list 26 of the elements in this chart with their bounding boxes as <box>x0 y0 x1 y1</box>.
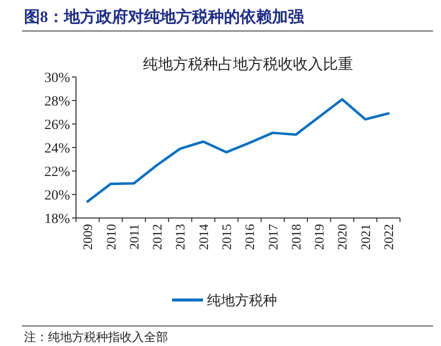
y-tick-label: 24% <box>44 141 70 156</box>
x-tick-label: 2011 <box>126 224 142 250</box>
x-tick-label: 2022 <box>380 224 396 250</box>
legend-label: 纯地方税种 <box>207 292 277 309</box>
x-tick-label: 2014 <box>196 224 211 250</box>
chart-subtitle: 纯地方税种占地方税收收入比重 <box>143 56 353 73</box>
x-tick-label: 2009 <box>80 224 96 250</box>
x-tick-label: 2010 <box>103 224 118 250</box>
x-tick-label: 2016 <box>242 224 258 250</box>
chart-title: 图8：地方政府对纯地方税种的依赖加强 <box>24 7 305 26</box>
x-tick-label: 2017 <box>265 224 280 250</box>
x-tick-label: 2012 <box>150 224 165 250</box>
x-tick-label: 2018 <box>288 224 304 250</box>
x-tick-label: 2015 <box>218 224 234 250</box>
y-tick-label: 18% <box>44 212 70 227</box>
x-tick-label: 2013 <box>172 224 188 250</box>
line-series <box>86 98 390 203</box>
text: 注：纯地方税种指收入全部 <box>24 330 168 344</box>
x-tick-label: 2021 <box>358 224 373 250</box>
y-tick-label: 26% <box>44 118 70 133</box>
y-tick-label: 30% <box>44 70 70 86</box>
y-tick-label: 28% <box>44 94 70 110</box>
y-tick-label: 22% <box>44 164 70 180</box>
x-tick-label: 2020 <box>334 224 350 250</box>
y-tick-label: 20% <box>44 188 70 204</box>
x-tick-label: 2019 <box>312 224 327 250</box>
